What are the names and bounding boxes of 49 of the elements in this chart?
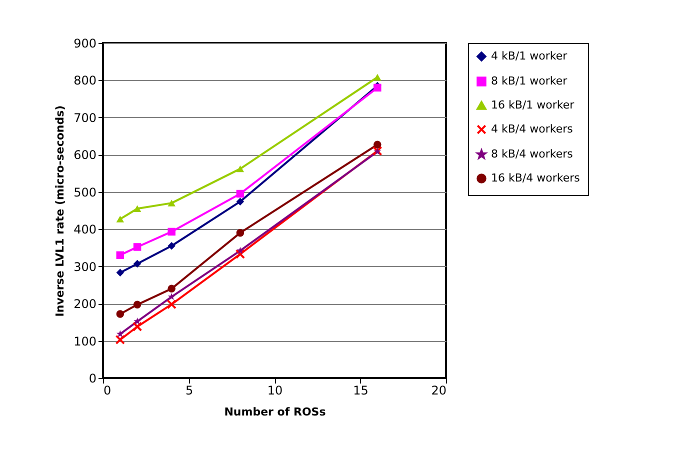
y-axis-title: Inverse LVL1 rate (micro-seconds) xyxy=(54,105,67,317)
x-tick-label: 10 xyxy=(267,384,283,398)
y-tick-label: 800 xyxy=(74,74,96,88)
point xyxy=(168,200,176,206)
legend-label: 4 kB/1 worker xyxy=(491,50,568,62)
x-tick-label: 15 xyxy=(353,384,368,398)
point xyxy=(374,74,382,81)
x-tick-label: 5 xyxy=(185,384,194,398)
point xyxy=(236,190,244,198)
point xyxy=(168,228,176,236)
point xyxy=(116,251,124,260)
point xyxy=(116,330,124,338)
legend-label: 16 kB/1 worker xyxy=(491,98,575,112)
point xyxy=(168,284,176,293)
point xyxy=(133,300,142,309)
point xyxy=(134,318,141,325)
y-tick-label: 500 xyxy=(74,185,96,200)
y-tick-label: 600 xyxy=(74,148,96,162)
point xyxy=(116,216,124,222)
point xyxy=(115,334,126,345)
point xyxy=(116,310,124,318)
x-tick-label: 20 xyxy=(431,384,446,398)
point xyxy=(166,299,176,310)
y-tick-label: 100 xyxy=(74,334,96,348)
point xyxy=(236,198,244,206)
legend-label: 4 kB/4 workers xyxy=(491,122,574,136)
point xyxy=(236,228,244,237)
point xyxy=(133,243,142,251)
point xyxy=(236,165,244,172)
y-tick-label: 200 xyxy=(74,297,96,312)
point xyxy=(133,205,142,212)
point xyxy=(133,260,142,268)
legend-label: 16 kB/4 workers xyxy=(491,172,580,184)
y-tick-label: 900 xyxy=(74,36,96,50)
point xyxy=(374,140,382,148)
y-tick-label: 300 xyxy=(74,260,96,274)
y-tick-label: 400 xyxy=(74,222,96,237)
x-tick-label: 0 xyxy=(104,384,112,398)
legend-label: 8 kB/4 workers xyxy=(491,148,574,160)
point xyxy=(132,322,142,332)
point xyxy=(236,246,244,254)
point xyxy=(235,249,246,259)
y-tick-label: 700 xyxy=(74,110,96,125)
point xyxy=(168,292,176,300)
point xyxy=(116,268,124,277)
y-tick-label: 0 xyxy=(88,372,96,386)
legend-label: 8 kB/1 worker xyxy=(491,74,568,88)
point xyxy=(168,242,176,250)
x-axis-title: Number of ROSs xyxy=(224,406,326,418)
